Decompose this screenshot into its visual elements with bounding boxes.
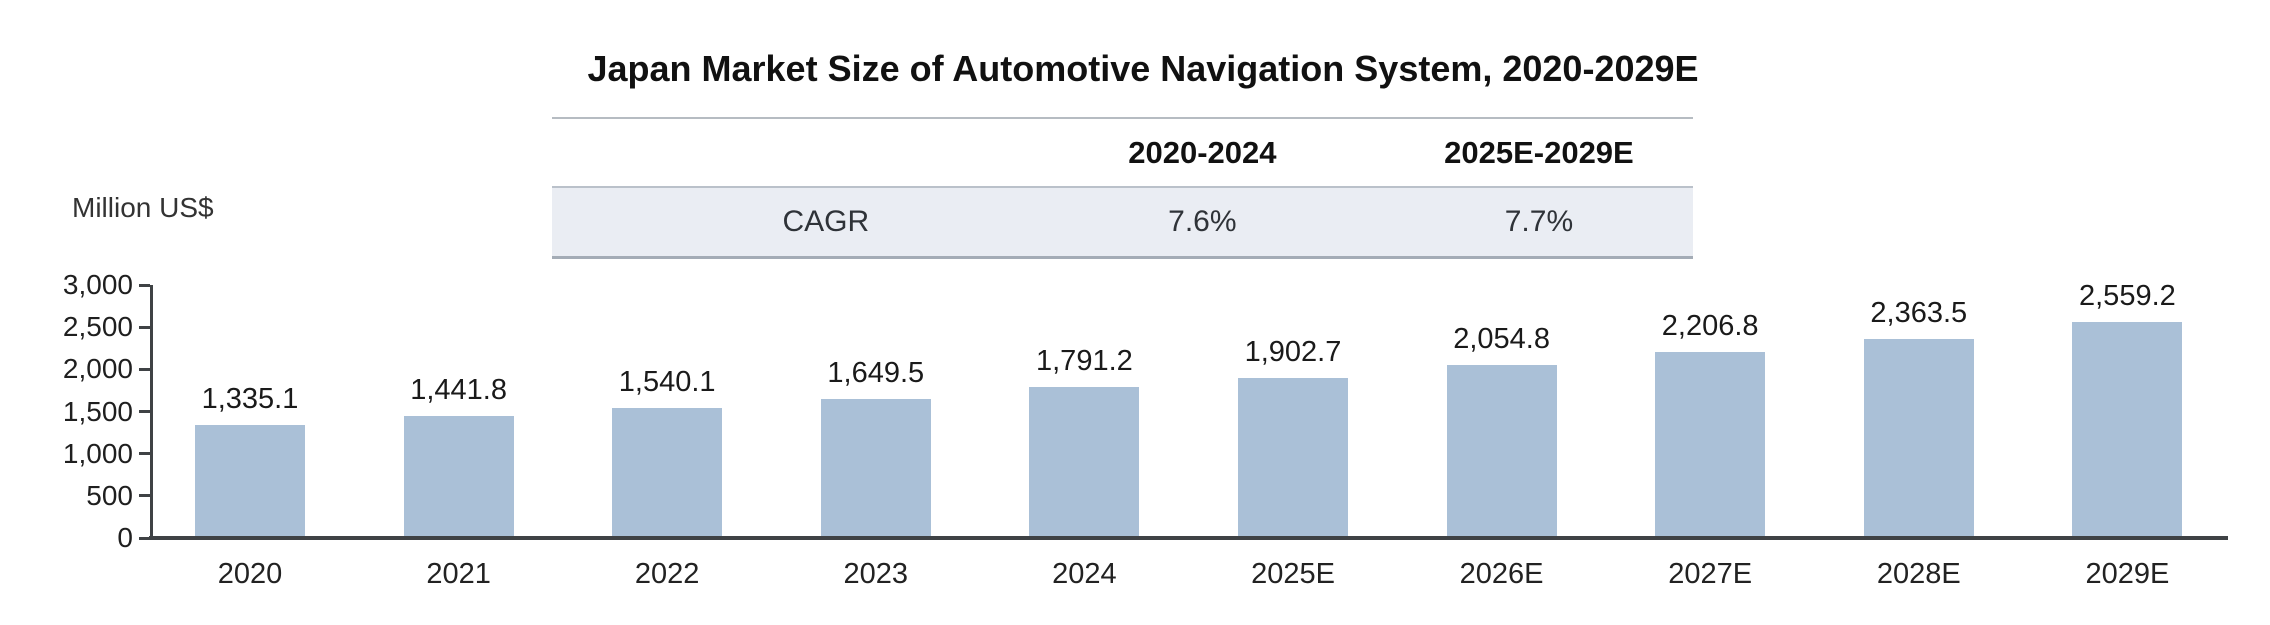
bar-value-label-2025E: 1,902.7 bbox=[1244, 335, 1342, 368]
x-axis-label-2020: 2020 bbox=[217, 558, 283, 590]
cagr-table-header-2020-2024: 2020-2024 bbox=[1128, 134, 1277, 170]
bar-2023 bbox=[820, 398, 931, 538]
chart-title: Japan Market Size of Automotive Navigati… bbox=[587, 48, 1699, 89]
y-axis-tick-label: 500 bbox=[86, 479, 133, 511]
bar-2022 bbox=[612, 408, 723, 538]
y-axis-tick-label: 1,500 bbox=[62, 395, 133, 427]
y-axis-tick bbox=[139, 367, 150, 371]
x-axis-label-2028E: 2028E bbox=[1876, 558, 1961, 590]
y-axis-tick bbox=[139, 283, 150, 287]
x-axis-label-2026E: 2026E bbox=[1459, 558, 1544, 590]
x-axis-label-2022: 2022 bbox=[634, 558, 700, 590]
bar-value-label-2023: 1,649.5 bbox=[827, 356, 925, 389]
cagr-value-2020-2024: 7.6% bbox=[1168, 205, 1237, 238]
bar-value-label-2022: 1,540.1 bbox=[618, 366, 716, 399]
cagr-table-value-row: CAGR 7.6% 7.7% bbox=[552, 188, 1693, 256]
bar-value-label-2024: 1,791.2 bbox=[1036, 344, 1133, 377]
bar-2028E bbox=[1863, 338, 1974, 538]
y-axis-tick bbox=[139, 325, 150, 329]
bar-value-label-2029E: 2,559.2 bbox=[2079, 280, 2176, 313]
y-axis-tick-label: 2,500 bbox=[62, 311, 133, 343]
cagr-table-header-2025e-2029e: 2025E-2029E bbox=[1444, 134, 1634, 170]
bar-2021 bbox=[403, 416, 514, 538]
bar-2020 bbox=[195, 425, 305, 538]
bar-value-label-2026E: 2,054.8 bbox=[1453, 322, 1550, 355]
x-axis-label-2027E: 2027E bbox=[1668, 558, 1753, 590]
bar-value-label-2028E: 2,363.5 bbox=[1870, 296, 1968, 329]
x-axis-label-2021: 2021 bbox=[426, 558, 491, 590]
cagr-table-header-row: 2020-2024 2025E-2029E bbox=[552, 119, 1693, 188]
bar-2024 bbox=[1029, 386, 1140, 538]
y-axis-line bbox=[150, 285, 153, 540]
bar-value-label-2021: 1,441.8 bbox=[410, 374, 507, 407]
x-axis-label-2025E: 2025E bbox=[1251, 558, 1335, 590]
y-axis-tick bbox=[139, 494, 150, 498]
y-axis-tick bbox=[139, 410, 150, 413]
y-axis-tick bbox=[139, 536, 150, 540]
y-axis-tick-label: 2,000 bbox=[62, 353, 133, 385]
x-axis-label-2024: 2024 bbox=[1052, 558, 1117, 590]
bar-2026E bbox=[1446, 364, 1557, 538]
bar-2025E bbox=[1238, 377, 1348, 538]
bar-value-label-2027E: 2,206.8 bbox=[1661, 309, 1759, 342]
y-axis-unit-label: Million US$ bbox=[72, 192, 214, 223]
y-axis-tick-label: 3,000 bbox=[62, 269, 133, 300]
cagr-value-2025e-2029e: 7.7% bbox=[1504, 205, 1574, 238]
x-axis-label-2023: 2023 bbox=[843, 558, 909, 590]
bar-2029E bbox=[2072, 322, 2183, 538]
x-axis-line bbox=[149, 536, 2228, 540]
x-axis-label-2029E: 2029E bbox=[2085, 558, 2170, 590]
y-axis-tick-label: 0 bbox=[117, 522, 133, 553]
cagr-table: 2020-2024 2025E-2029E CAGR 7.6% 7.7% bbox=[552, 117, 1693, 259]
bar-value-label-2020: 1,335.1 bbox=[201, 383, 299, 416]
y-axis-tick-label: 1,000 bbox=[62, 437, 133, 469]
cagr-row-label: CAGR bbox=[782, 205, 870, 238]
bar-2027E bbox=[1655, 351, 1766, 538]
y-axis-tick bbox=[139, 452, 150, 456]
